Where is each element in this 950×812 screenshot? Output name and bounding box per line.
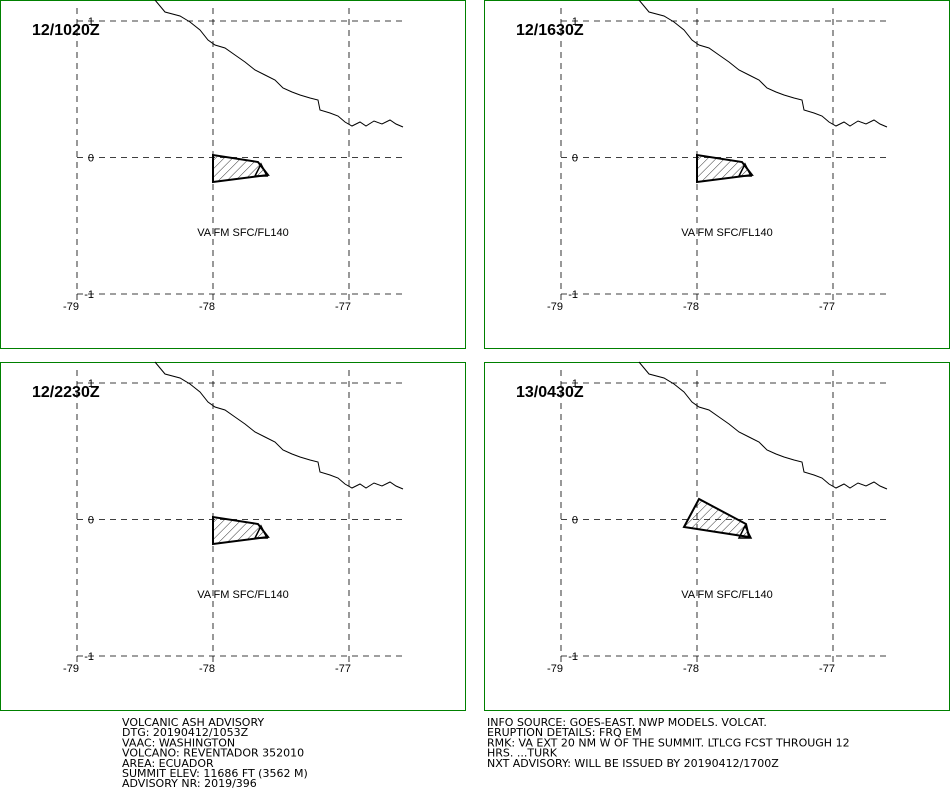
lon-label: -79: [547, 663, 563, 675]
ash-label: VA FM SFC/FL140: [197, 227, 289, 239]
lat-label: -1: [568, 289, 578, 301]
panel-border: [484, 362, 950, 711]
ash-area: [212, 515, 270, 546]
lon-label: -78: [683, 301, 699, 313]
valid-time: 13/0430Z: [516, 384, 584, 401]
coastline: [638, 361, 888, 490]
coastline: [154, 0, 404, 128]
lon-label: -77: [335, 663, 351, 675]
advisory-line: NXT ADVISORY: WILL BE ISSUED BY 20190412…: [487, 757, 779, 770]
coastline: [154, 361, 404, 490]
lon-label: -78: [199, 663, 215, 675]
ash-label: VA FM SFC/FL140: [681, 589, 773, 601]
lat-label: 1: [88, 378, 94, 390]
advisory-line: ERUPTION DETAILS: FRQ EM: [487, 726, 642, 739]
coastline: [638, 0, 888, 128]
lat-label: 0: [572, 515, 578, 527]
volcano-symbol: [737, 162, 753, 177]
map-panel: 1 0 -1 -79 -78 -77 12/1630Z VA FM SFC/FL140: [484, 0, 950, 349]
ash-label: VA FM SFC/FL140: [681, 227, 773, 239]
valid-time: 12/1020Z: [32, 22, 100, 39]
ash-area: [696, 153, 754, 184]
ash-label: VA FM SFC/FL140: [197, 589, 289, 601]
lat-label: 1: [88, 16, 94, 28]
volcano-symbol: [737, 524, 753, 539]
lon-label: -78: [683, 663, 699, 675]
advisory-line: VOLCANO: REVENTADOR 352010: [122, 747, 304, 760]
lat-label: -1: [568, 651, 578, 663]
map-panel: 1 0 -1 -79 -78 -77 12/2230Z VA FM SFC/FL140: [0, 361, 466, 711]
advisory-line: AREA: ECUADOR: [122, 757, 214, 770]
advisory-line: INFO SOURCE: GOES-EAST. NWP MODELS. VOLC…: [487, 716, 767, 729]
advisory-line: HRS. ...TURK: [487, 747, 558, 760]
volcano-symbol: [253, 162, 269, 177]
advisory-line: DTG: 20190412/1053Z: [122, 726, 249, 739]
lat-label: 0: [88, 153, 94, 165]
lon-label: -79: [547, 301, 563, 313]
lon-label: -77: [819, 663, 835, 675]
lat-label: 0: [572, 153, 578, 165]
valid-time: 12/1630Z: [516, 22, 584, 39]
advisory-line: RMK: VA EXT 20 NM W OF THE SUMMIT. LTLCG…: [487, 736, 850, 749]
lon-label: -79: [63, 301, 79, 313]
ash-area: [212, 153, 270, 184]
advisory-line: SUMMIT ELEV: 11686 FT (3562 M): [122, 767, 308, 780]
lat-label: -1: [84, 651, 94, 663]
advisory-line: ADVISORY NR: 2019/396: [122, 777, 257, 790]
map-panel: 1 0 -1 -79 -78 -77 13/0430Z VA FM SFC/FL140: [484, 361, 950, 711]
advisory-line: VOLCANIC ASH ADVISORY: [122, 716, 264, 729]
lat-label: 0: [88, 515, 94, 527]
valid-time: 12/2230Z: [32, 384, 100, 401]
lat-label: 1: [572, 16, 578, 28]
volcano-symbol: [253, 524, 269, 539]
lat-label: 1: [572, 378, 578, 390]
map-panel: 1 0 -1 -79 -78 -77 12/1020Z VA FM SFC/FL140: [0, 0, 466, 349]
lon-label: -78: [199, 301, 215, 313]
lat-label: -1: [84, 289, 94, 301]
advisory-line: VAAC: WASHINGTON: [122, 736, 235, 749]
lon-label: -79: [63, 663, 79, 675]
lon-label: -77: [819, 301, 835, 313]
lon-label: -77: [335, 301, 351, 313]
ash-area: [682, 497, 751, 539]
